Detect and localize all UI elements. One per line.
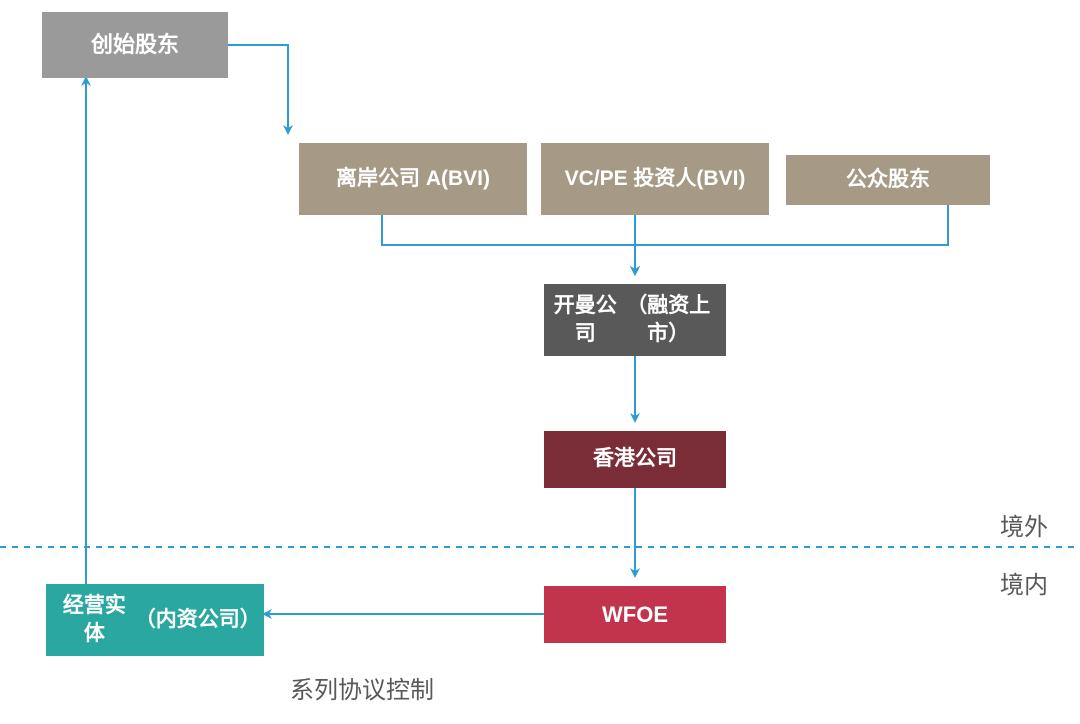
divider-label-overseas: 境外 <box>1000 507 1048 542</box>
node-cayman-company: 开曼公司（融资上市） <box>544 284 726 356</box>
node-offshore-company-a: 离岸公司 A(BVI) <box>299 143 527 215</box>
edge-public-to-cayman <box>635 205 948 274</box>
node-hongkong-company: 香港公司 <box>544 431 726 488</box>
node-public-shareholders: 公众股东 <box>786 155 990 205</box>
caption-control-agreements: 系列协议控制 <box>290 670 434 705</box>
edge-founders-to-offshoreA <box>228 45 288 133</box>
node-wfoe: WFOE <box>544 586 726 643</box>
node-vc-pe-investors: VC/PE 投资人(BVI) <box>541 143 769 215</box>
node-operating-entity: 经营实体（内资公司） <box>46 584 264 656</box>
divider-label-domestic: 境内 <box>1000 565 1048 600</box>
edge-offshoreA-to-cayman <box>382 215 635 274</box>
node-founders: 创始股东 <box>42 12 228 78</box>
